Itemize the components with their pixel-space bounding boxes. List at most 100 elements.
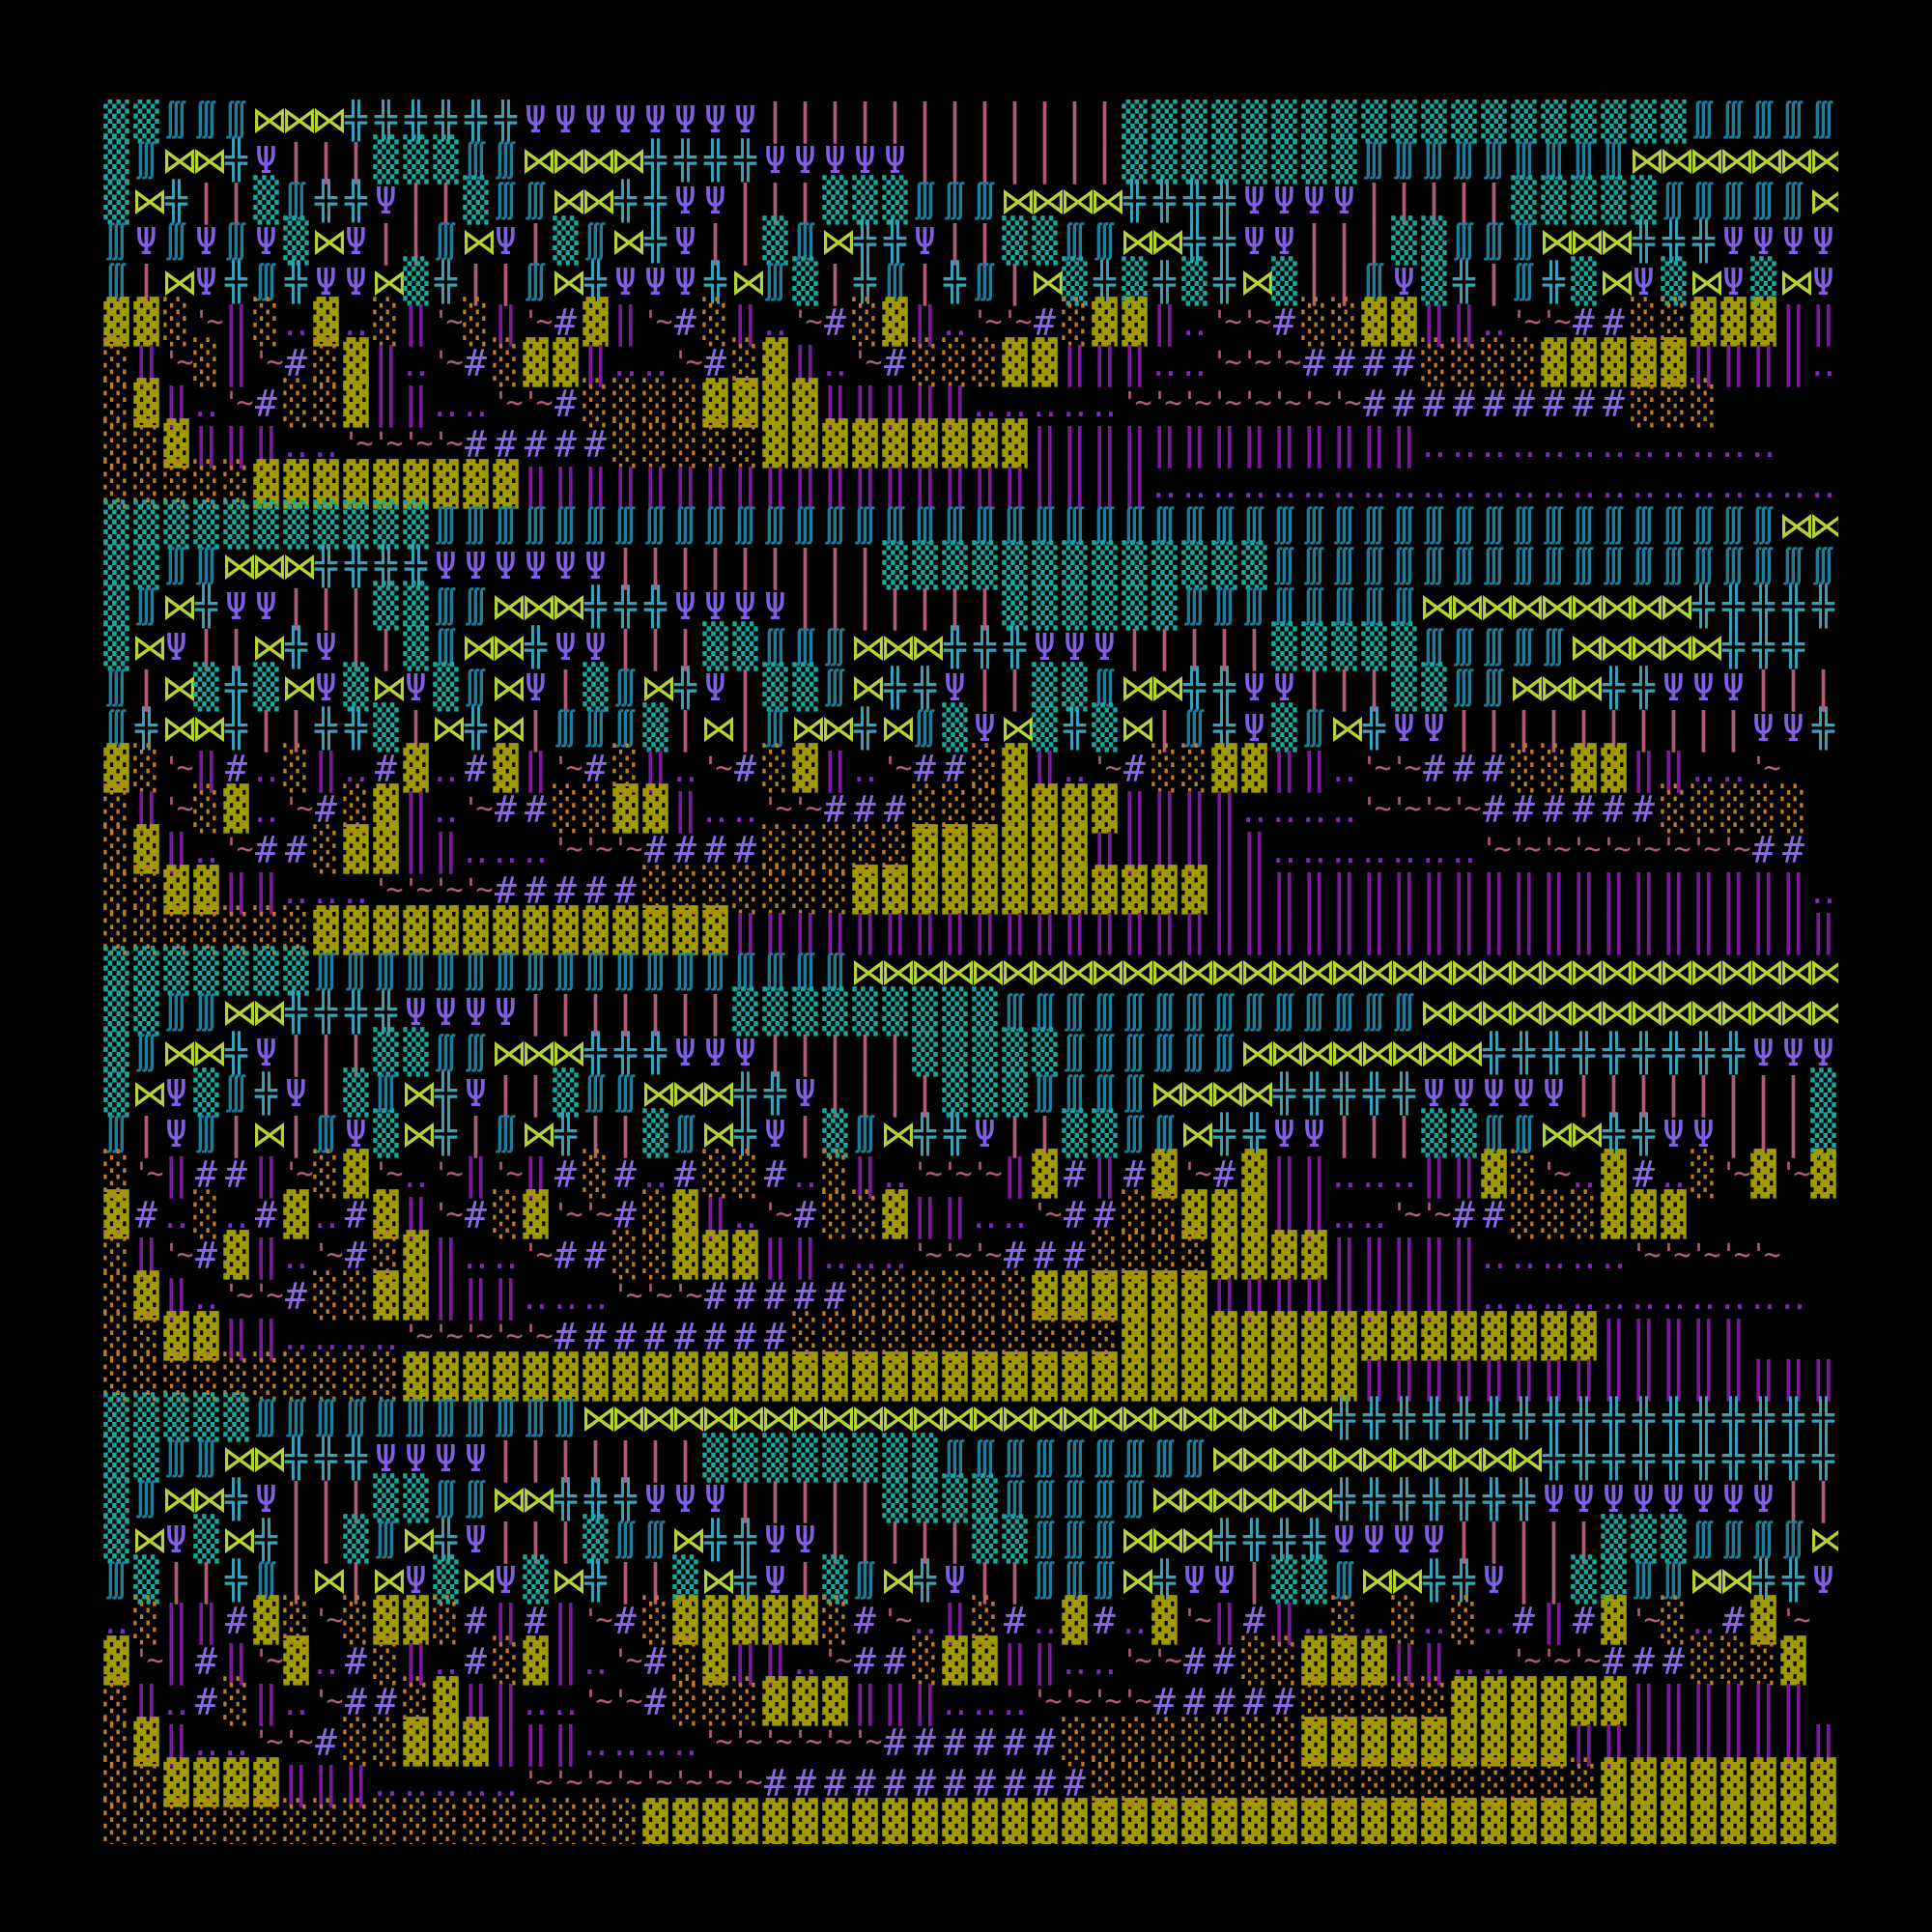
glyph-two-dots: ‥ <box>283 301 309 344</box>
glyph-tilde: ~ <box>1000 302 1033 343</box>
glyph-triple-integral: ∭ <box>1183 1437 1206 1480</box>
glyph-hash: # <box>794 1194 816 1236</box>
glyph-bowtie: ⋈ <box>700 1559 737 1602</box>
glyph-psi: Ψ <box>794 1072 816 1115</box>
glyph-double-bar: ‖ <box>1002 1636 1028 1686</box>
glyph-dots-orange: ░ <box>882 825 908 874</box>
glyph-hash: # <box>225 1600 247 1642</box>
glyph-block-olive: ▓ <box>433 1718 459 1767</box>
glyph-bar-pink: | <box>553 663 579 712</box>
glyph-bar-pink: | <box>1750 1068 1776 1118</box>
glyph-hash: # <box>1483 788 1505 831</box>
glyph-bowtie: ⋈ <box>1150 951 1186 993</box>
glyph-double-bar: ‖ <box>1720 338 1747 387</box>
glyph-bar-pink: | <box>523 1068 549 1118</box>
glyph-block-olive: ▓ <box>1002 784 1028 834</box>
glyph-two-dots: ‥ <box>313 1640 339 1683</box>
glyph-hash: # <box>584 423 607 466</box>
glyph-dots-teal: ▒ <box>403 1028 429 1077</box>
glyph-bowtie: ⋈ <box>940 951 977 993</box>
glyph-double-cross: ╬ <box>1513 1032 1535 1074</box>
glyph-hash: # <box>1333 342 1355 384</box>
glyph-dots-orange: ░ <box>253 1352 279 1402</box>
glyph-two-dots: ‥ <box>1331 1153 1357 1196</box>
glyph-dots-orange: ░ <box>193 1799 219 1845</box>
glyph-tilde: ~ <box>1090 1682 1122 1722</box>
art-row: ▒ ∭ ⋈⋈╬ Ψ | | | ▒ ▒ ∭ ∭ ⋈⋈⋈╬ ╬ ╬ Ψ Ψ Ψ | | | | | ▒ ▒ ▒ ▒ ▒ ∭ ∭ ∭ ∭ ∭ ∭ ⋈⋈… <box>101 1028 1838 1077</box>
glyph-dots-teal: ▒ <box>1122 541 1148 590</box>
glyph-bar-pink: | <box>133 663 159 712</box>
glyph-psi: Ψ <box>1513 1072 1535 1115</box>
glyph-hash: # <box>1034 1235 1056 1277</box>
glyph-double-cross: ╬ <box>1243 1519 1265 1561</box>
glyph-triple-integral: ∭ <box>1543 626 1565 668</box>
glyph-two-dots: ‥ <box>193 829 219 871</box>
glyph-bowtie: ⋈ <box>1659 991 1695 1034</box>
glyph-bar-pink: | <box>732 541 758 590</box>
glyph-bowtie: ⋈ <box>551 139 587 182</box>
glyph-two-dots: ‥ <box>732 788 758 831</box>
glyph-double-cross: ╬ <box>345 180 367 222</box>
glyph-double-cross: ╬ <box>435 1113 457 1155</box>
glyph-bowtie: ⋈ <box>1150 1519 1186 1561</box>
glyph-bar-pink: | <box>373 216 399 266</box>
glyph-triple-integral: ∭ <box>1662 180 1685 222</box>
glyph-triple-integral: ∭ <box>1692 504 1715 547</box>
glyph-triple-integral: ∭ <box>1333 504 1355 547</box>
glyph-bar-pink: | <box>1002 663 1028 712</box>
glyph-triple-integral: ∭ <box>1004 991 1026 1034</box>
glyph-block-olive: ▓ <box>702 1799 728 1845</box>
glyph-psi: Ψ <box>1243 707 1265 750</box>
glyph-triple-integral: ∭ <box>1543 504 1565 547</box>
glyph-bowtie: ⋈ <box>1629 991 1665 1034</box>
glyph-block-olive: ▓ <box>1661 338 1687 387</box>
glyph-double-cross: ╬ <box>1692 1397 1715 1439</box>
glyph-block-olive: ▓ <box>942 1799 968 1845</box>
glyph-triple-integral: ∭ <box>1064 504 1086 547</box>
glyph-tilde: ~ <box>191 302 224 343</box>
glyph-hash: # <box>1662 1640 1685 1683</box>
glyph-double-cross: ╬ <box>1273 1519 1295 1561</box>
glyph-double-bar: ‖ <box>1750 1677 1776 1726</box>
glyph-triple-integral: ∭ <box>1064 1559 1086 1602</box>
glyph-bar-pink: | <box>582 987 609 1037</box>
glyph-bowtie: ⋈ <box>1209 951 1246 993</box>
glyph-dots-orange: ░ <box>373 1799 399 1845</box>
glyph-double-cross: ╬ <box>135 707 157 750</box>
glyph-double-cross: ╬ <box>1722 1437 1745 1480</box>
glyph-tilde: ~ <box>640 1276 673 1317</box>
glyph-triple-integral: ∭ <box>465 504 487 547</box>
glyph-dots-teal: ▒ <box>912 1434 938 1483</box>
glyph-block-olive: ▓ <box>1002 744 1028 793</box>
glyph-two-dots: ‥ <box>1601 1275 1627 1318</box>
glyph-double-cross: ╬ <box>225 667 247 709</box>
glyph-block-olive: ▓ <box>373 784 399 834</box>
glyph-dots-orange: ░ <box>1511 1758 1537 1807</box>
glyph-double-bar: ‖ <box>1271 1271 1297 1321</box>
glyph-bowtie: ⋈ <box>1659 139 1695 182</box>
glyph-bowtie: ⋈ <box>1030 951 1066 993</box>
glyph-bowtie: ⋈ <box>1329 1032 1366 1074</box>
glyph-two-dots: ‥ <box>1601 464 1627 506</box>
glyph-double-bar: ‖ <box>1631 1677 1657 1726</box>
glyph-dots-orange: ░ <box>163 906 189 955</box>
glyph-dots-orange: ░ <box>103 906 129 955</box>
glyph-dots-orange: ░ <box>1690 379 1717 428</box>
glyph-two-dots: ‥ <box>792 1153 818 1196</box>
glyph-block-olive: ▓ <box>1032 784 1058 834</box>
glyph-block-olive: ▓ <box>642 906 668 955</box>
glyph-triple-integral: ∭ <box>345 951 367 993</box>
glyph-dots-orange: ░ <box>313 379 339 428</box>
glyph-block-olive: ▓ <box>1511 1312 1537 1361</box>
art-row: ░‖~#▓‖‥~#░▓‖‥‥~##░░▓▓▓‖‖‥‥‥~~~###░░░░▓▓▓… <box>101 1235 1838 1277</box>
glyph-bar-pink: | <box>133 1109 159 1158</box>
glyph-two-dots: ‥ <box>493 1235 519 1277</box>
glyph-bar-pink: | <box>822 1515 848 1564</box>
glyph-psi: Ψ <box>644 261 667 303</box>
glyph-tilde: ~ <box>1778 1154 1811 1195</box>
glyph-dots-orange: ░ <box>912 1636 938 1686</box>
glyph-triple-integral: ∭ <box>255 1559 277 1602</box>
glyph-two-dots: ‥ <box>912 1600 938 1642</box>
glyph-block-olive: ▓ <box>1032 1799 1058 1845</box>
glyph-block-olive: ▓ <box>792 744 818 793</box>
